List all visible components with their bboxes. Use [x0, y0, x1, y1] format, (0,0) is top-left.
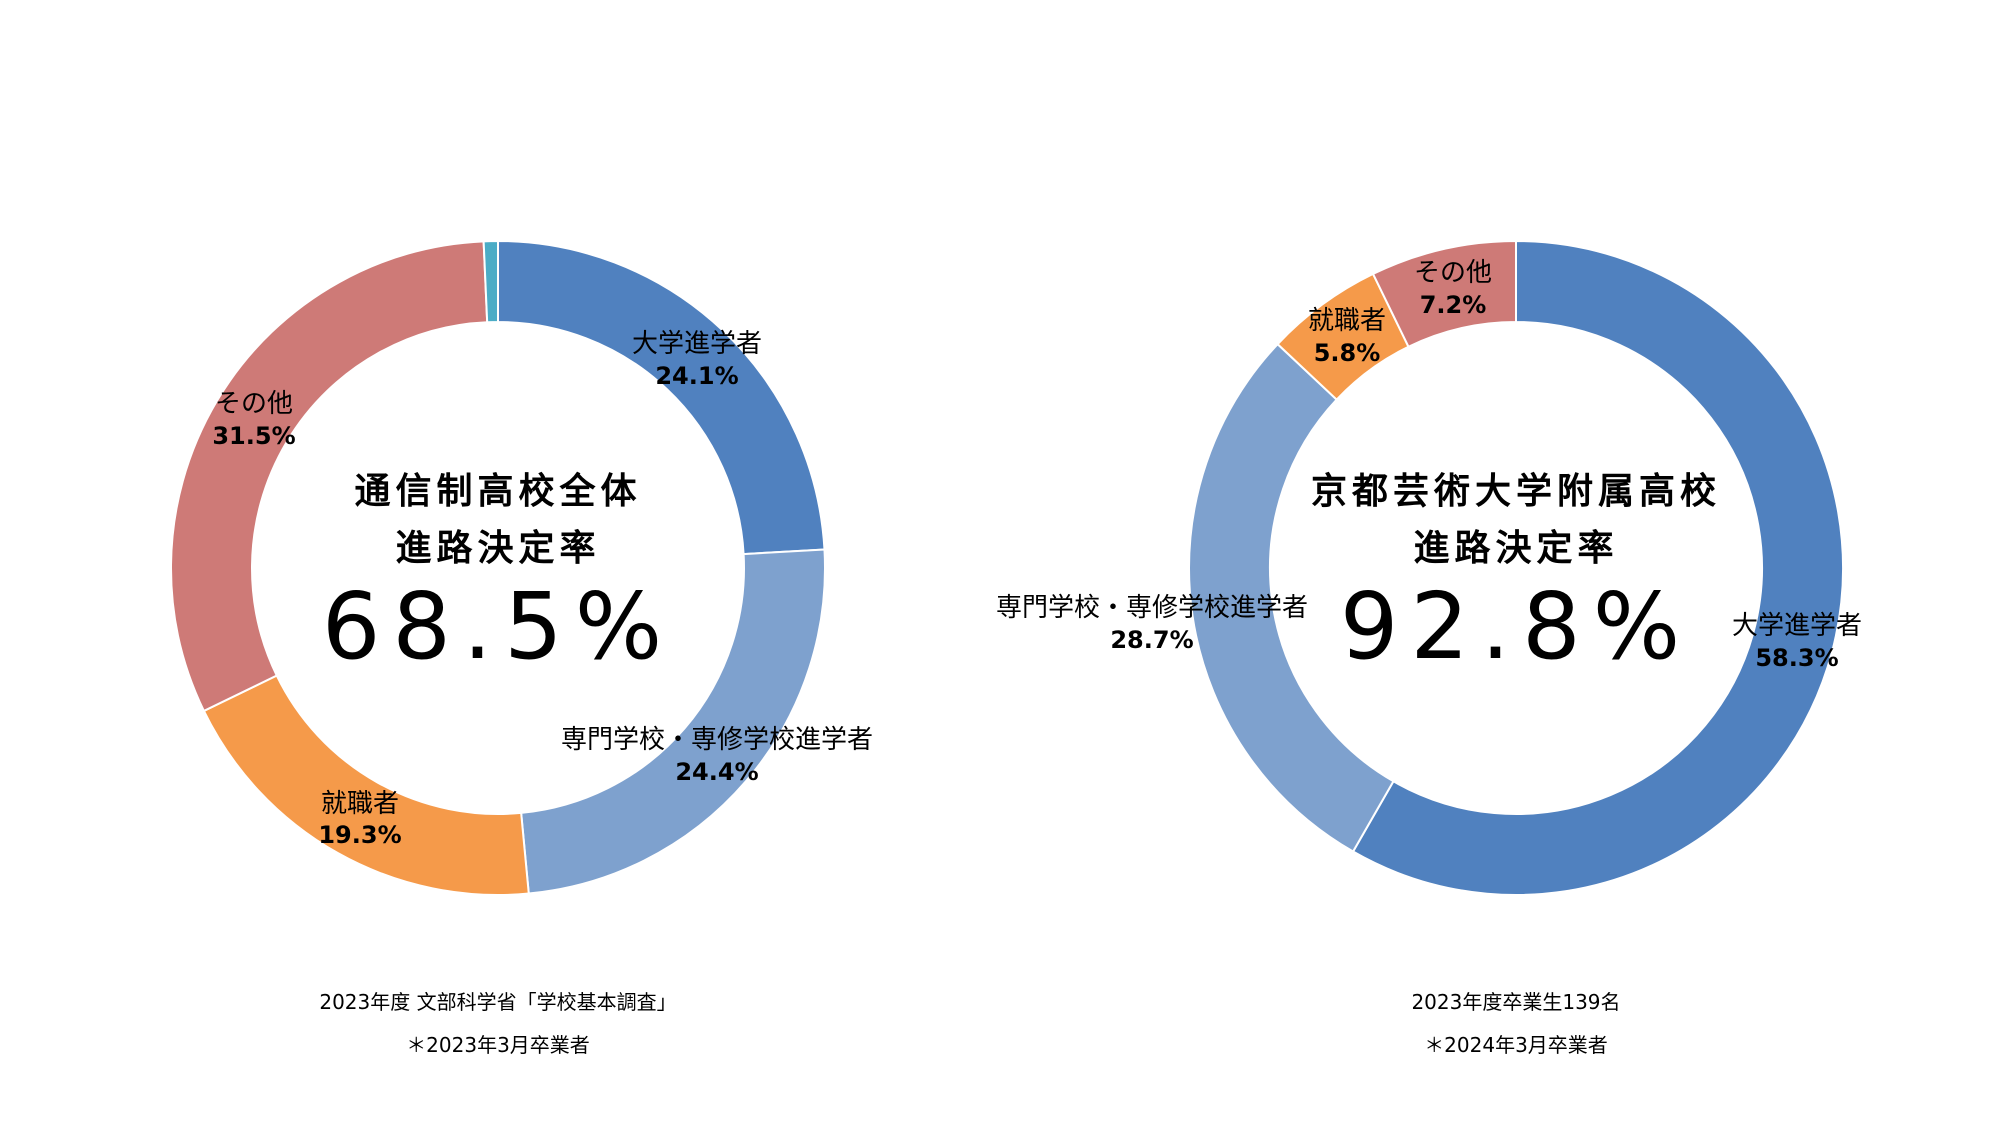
- slice-pct-vocational: 24.4%: [675, 758, 758, 786]
- slice-pct-vocational: 28.7%: [1110, 626, 1193, 654]
- donut-slices: [170, 239, 826, 896]
- center-title-line2: 進路決定率: [1413, 528, 1618, 569]
- center-rate-value: 92.8%: [1340, 573, 1692, 680]
- slice-label-employment: 就職者: [321, 789, 399, 819]
- slice-label-vocational: 専門学校・専修学校進学者: [561, 725, 873, 755]
- footnote: ＊2024年3月卒業者: [1424, 1033, 1608, 1057]
- sample-note: 2023年度卒業生139名: [1411, 990, 1620, 1014]
- donut-slice-vocational: [1188, 342, 1395, 853]
- slice-pct-university: 24.1%: [655, 362, 738, 390]
- donut-slices: [1188, 239, 1844, 896]
- center-rate-value: 68.5%: [322, 573, 674, 680]
- center-title-line2: 進路決定率: [395, 528, 600, 569]
- center-title-line1: 京都芸術大学附属高校: [1311, 470, 1721, 512]
- slice-label-university: 大学進学者: [1732, 611, 1862, 641]
- slice-label-other: その他: [1414, 258, 1492, 288]
- slice-pct-university: 58.3%: [1755, 644, 1838, 672]
- donut-slice-vocational: [520, 548, 826, 895]
- donut-slice-other: [170, 240, 489, 713]
- footnote: ＊2023年3月卒業者: [406, 1033, 590, 1057]
- slice-pct-other: 7.2%: [1420, 291, 1487, 319]
- slice-pct-other: 31.5%: [212, 422, 295, 450]
- donut-chart-school: 京都芸術大学附属高校 進路決定率 92.8% 大学進学者 58.3% 専門学校・…: [996, 239, 1862, 1057]
- donut-slice-employment: [202, 674, 530, 896]
- source-note: 2023年度 文部科学省「学校基本調査」: [319, 990, 676, 1014]
- slice-label-university: 大学進学者: [632, 329, 762, 359]
- donut-slice-other: [1371, 239, 1517, 349]
- donut-slice-minor: [482, 239, 499, 324]
- slice-label-vocational: 専門学校・専修学校進学者: [996, 593, 1308, 623]
- slice-pct-employment: 19.3%: [318, 821, 401, 849]
- donut-slice-university: [1351, 239, 1844, 896]
- donut-chart-nationwide: 通信制高校全体 進路決定率 68.5% 大学進学者 24.1% 専門学校・専修学…: [170, 239, 873, 1057]
- center-title-line1: 通信制高校全体: [354, 470, 641, 512]
- slice-label-employment: 就職者: [1308, 306, 1386, 336]
- slice-pct-employment: 5.8%: [1314, 339, 1381, 367]
- slice-label-other: その他: [215, 389, 293, 419]
